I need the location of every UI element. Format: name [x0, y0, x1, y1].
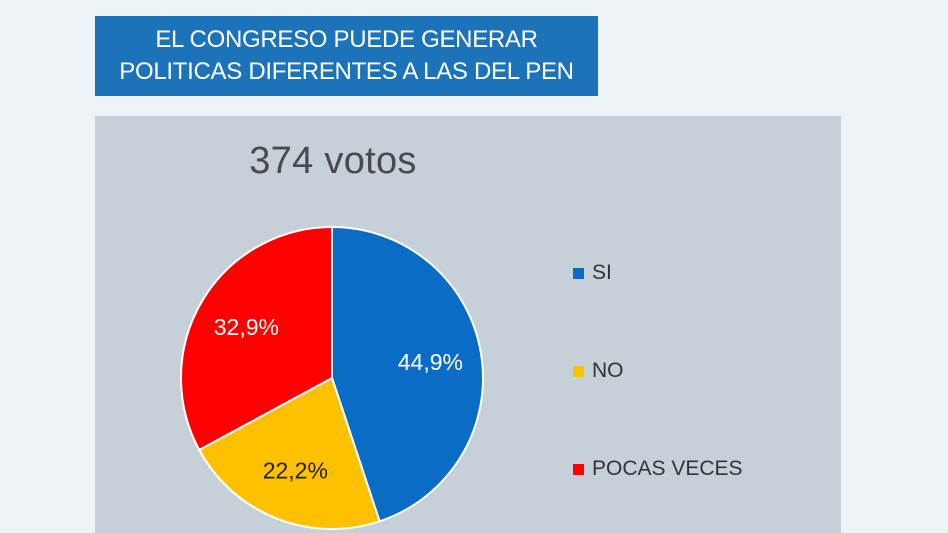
legend-label: POCAS VECES	[592, 457, 743, 480]
title-line-1: EL CONGRESO PUEDE GENERAR	[155, 26, 538, 53]
legend-label: NO	[592, 359, 624, 382]
pie-chart: 44,9% 22,2% 32,9%	[180, 225, 484, 530]
legend-swatch	[573, 365, 584, 377]
pie-slice-si	[331, 225, 484, 523]
data-label-pocas-veces: 32,9%	[214, 314, 279, 340]
legend-item-si: SI	[573, 261, 612, 285]
chart-title: 374 votos	[249, 140, 417, 182]
legend-item-no: NO	[573, 359, 624, 383]
chart-title-banner: EL CONGRESO PUEDE GENERAR POLITICAS DIFE…	[95, 16, 598, 96]
title-line-2: POLITICAS DIFERENTES A LAS DEL PEN	[119, 58, 574, 85]
pie-slice-no	[197, 376, 381, 530]
legend-swatch	[573, 267, 584, 279]
pie-slice-pocas-veces	[180, 225, 333, 452]
legend-swatch	[573, 463, 584, 475]
chart-panel: 374 votos 44,9% 22,2% 32,9% SI NO POCAS VECE…	[95, 116, 841, 533]
legend-item-pocas-veces: POCAS VECES	[573, 457, 743, 481]
data-label-no: 22,2%	[263, 458, 328, 484]
data-label-si: 44,9%	[398, 349, 463, 375]
legend-label: SI	[592, 261, 612, 284]
